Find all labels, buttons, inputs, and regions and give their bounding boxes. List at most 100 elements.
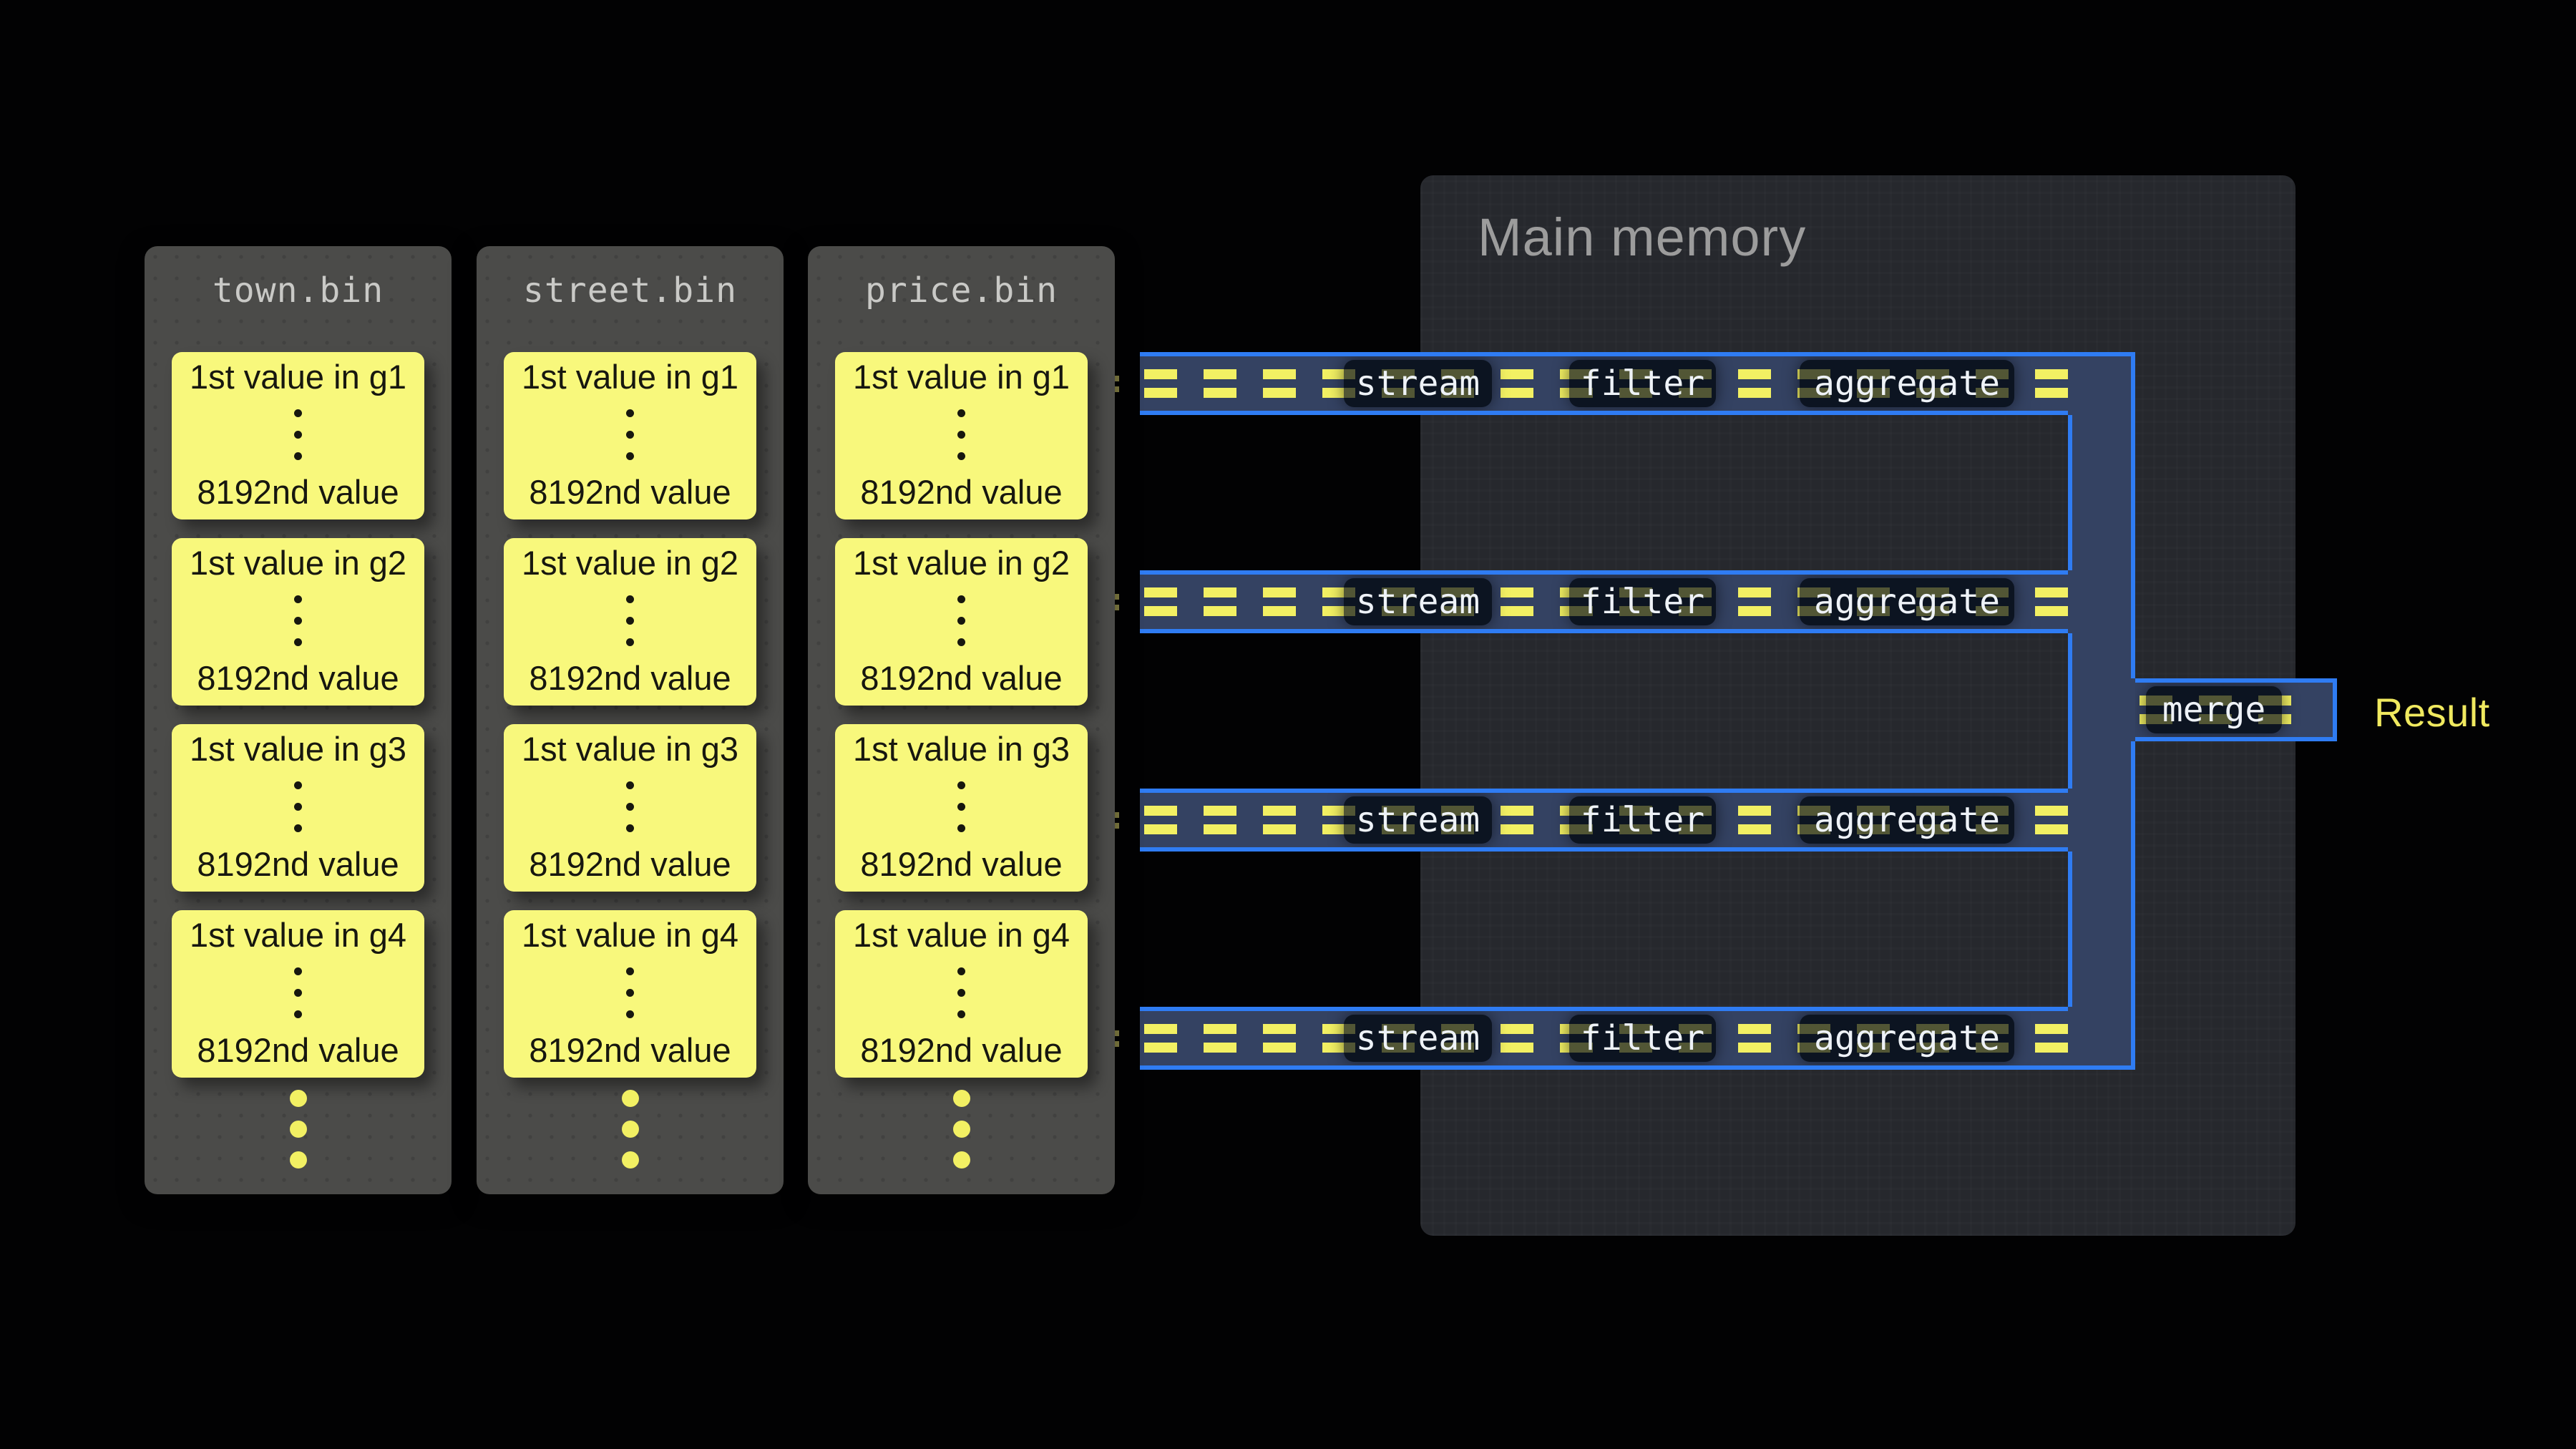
- ellipsis-dot-icon: [626, 802, 634, 811]
- card-ellipsis: [957, 409, 965, 460]
- file-output-dash-icon: [1112, 812, 1119, 829]
- data-dash-dim-icon: [1916, 369, 1949, 398]
- data-dash-dim-icon: [1344, 369, 1355, 398]
- dash-under-layer: [1569, 578, 1716, 625]
- ellipsis-dot-icon: [289, 1090, 307, 1107]
- card-first-value: 1st value in g3: [852, 730, 1070, 768]
- ellipsis-dot-icon: [957, 409, 965, 417]
- data-dash-dim-icon: [1344, 587, 1355, 616]
- ellipsis-dot-icon: [626, 988, 634, 997]
- data-dash-icon: [1738, 806, 1771, 834]
- ellipsis-dot-icon: [621, 1090, 639, 1107]
- data-dash-icon: [1738, 369, 1771, 398]
- stream-lane-3: stream filter aggregate: [1140, 789, 2068, 852]
- data-dash-dim-icon: [1976, 587, 2009, 616]
- dash-under-layer: [1569, 1015, 1716, 1062]
- ellipsis-dot-icon: [294, 781, 302, 789]
- data-dash-icon: [1263, 369, 1296, 398]
- stage-label: merge: [2162, 690, 2266, 730]
- card-last-value: 8192nd value: [529, 658, 731, 697]
- data-dash-icon: [1204, 806, 1236, 834]
- data-dash-dim-icon: [1916, 587, 1949, 616]
- data-dash-dim-icon: [1619, 587, 1652, 616]
- data-dash-dim-icon: [1916, 806, 1949, 834]
- data-dash-icon: [1738, 1024, 1771, 1053]
- card-first-value: 1st value in g2: [189, 544, 407, 582]
- value-card: 1st value in g3 8192nd value: [504, 724, 756, 892]
- data-dash-dim-icon: [1344, 1024, 1355, 1053]
- ellipsis-dot-icon: [294, 802, 302, 811]
- collector-right-border: [2131, 356, 2135, 678]
- stage-label: filter: [1580, 1018, 1705, 1058]
- ellipsis-dot-icon: [621, 1151, 639, 1169]
- card-first-value: 1st value in g1: [521, 358, 739, 396]
- stream-lane-1: stream filter aggregate: [1140, 352, 2068, 415]
- data-dash-dim-icon: [1382, 1024, 1415, 1053]
- dash-under-layer: [1800, 360, 2014, 407]
- ellipsis-dot-icon: [626, 616, 634, 625]
- card-last-value: 8192nd value: [529, 1030, 731, 1069]
- data-dash-dim-icon: [1569, 806, 1593, 834]
- stage-box-stream: stream: [1344, 360, 1492, 407]
- data-dash-dim-icon: [1569, 587, 1593, 616]
- data-dash-dim-icon: [1857, 587, 1890, 616]
- file-title: price.bin: [864, 270, 1058, 311]
- data-dash-dim-icon: [1976, 1024, 2009, 1053]
- merge-lane: merge: [2135, 678, 2337, 741]
- ellipsis-dot-icon: [626, 595, 634, 603]
- card-first-value: 1st value in g2: [852, 544, 1070, 582]
- data-dash-icon: [2035, 1024, 2068, 1053]
- ellipsis-dot-icon: [294, 824, 302, 832]
- data-dash-dim-icon: [1441, 806, 1474, 834]
- stage-label: stream: [1355, 364, 1480, 404]
- data-dash-dim-icon: [1857, 806, 1890, 834]
- data-dash-dim-icon: [1382, 806, 1415, 834]
- ellipsis-dot-icon: [626, 824, 634, 832]
- ellipsis-dot-icon: [957, 802, 965, 811]
- card-ellipsis: [626, 595, 634, 646]
- file-column: price.bin 1st value in g1 8192nd value 1st …: [808, 246, 1115, 1194]
- ellipsis-dot-icon: [952, 1151, 970, 1169]
- value-card: 1st value in g2 8192nd value: [835, 538, 1088, 706]
- stage-box-stream: stream: [1344, 578, 1492, 625]
- data-dash-dim-icon: [1382, 369, 1415, 398]
- data-dash-dim-icon: [1619, 806, 1652, 834]
- ellipsis-dot-icon: [957, 781, 965, 789]
- data-dash-dim-icon: [1916, 1024, 1949, 1053]
- card-ellipsis: [626, 967, 634, 1018]
- ellipsis-dot-icon: [294, 430, 302, 439]
- value-card: 1st value in g4 8192nd value: [172, 910, 424, 1078]
- stage-label: aggregate: [1813, 582, 2001, 622]
- ellipsis-dot-icon: [294, 452, 302, 460]
- collector-left-border: [2068, 852, 2072, 1007]
- card-ellipsis: [957, 781, 965, 832]
- ellipsis-dot-icon: [289, 1121, 307, 1138]
- data-dash-dim-icon: [1679, 587, 1712, 616]
- ellipsis-dot-icon: [294, 616, 302, 625]
- data-dash-icon: [1144, 1024, 1177, 1053]
- ellipsis-dot-icon: [952, 1090, 970, 1107]
- card-ellipsis: [294, 595, 302, 646]
- collector-left-border: [2068, 633, 2072, 789]
- card-first-value: 1st value in g3: [521, 730, 739, 768]
- data-dash-icon: [1144, 806, 1177, 834]
- ellipsis-dot-icon: [957, 824, 965, 832]
- data-dash-icon: [2035, 369, 2068, 398]
- more-groups-ellipsis: [477, 1090, 784, 1169]
- dash-under-layer: [1569, 360, 1716, 407]
- dash-under-layer: [1800, 1015, 2014, 1062]
- stage-box-filter: filter: [1569, 1015, 1716, 1062]
- ellipsis-dot-icon: [626, 1010, 634, 1018]
- value-card: 1st value in g3 8192nd value: [172, 724, 424, 892]
- data-dash-icon: [1144, 587, 1177, 616]
- ellipsis-dot-icon: [289, 1151, 307, 1169]
- data-dash-dim-icon: [1857, 1024, 1890, 1053]
- data-dash-dim-icon: [1679, 1024, 1712, 1053]
- ellipsis-dot-icon: [626, 967, 634, 975]
- stage-label: filter: [1580, 582, 1705, 622]
- data-dash-dim-icon: [1976, 806, 2009, 834]
- card-last-value: 8192nd value: [860, 658, 1063, 697]
- stage-box-aggregate: aggregate: [1800, 578, 2014, 625]
- data-dash-dim-icon: [1976, 369, 2009, 398]
- ellipsis-dot-icon: [294, 595, 302, 603]
